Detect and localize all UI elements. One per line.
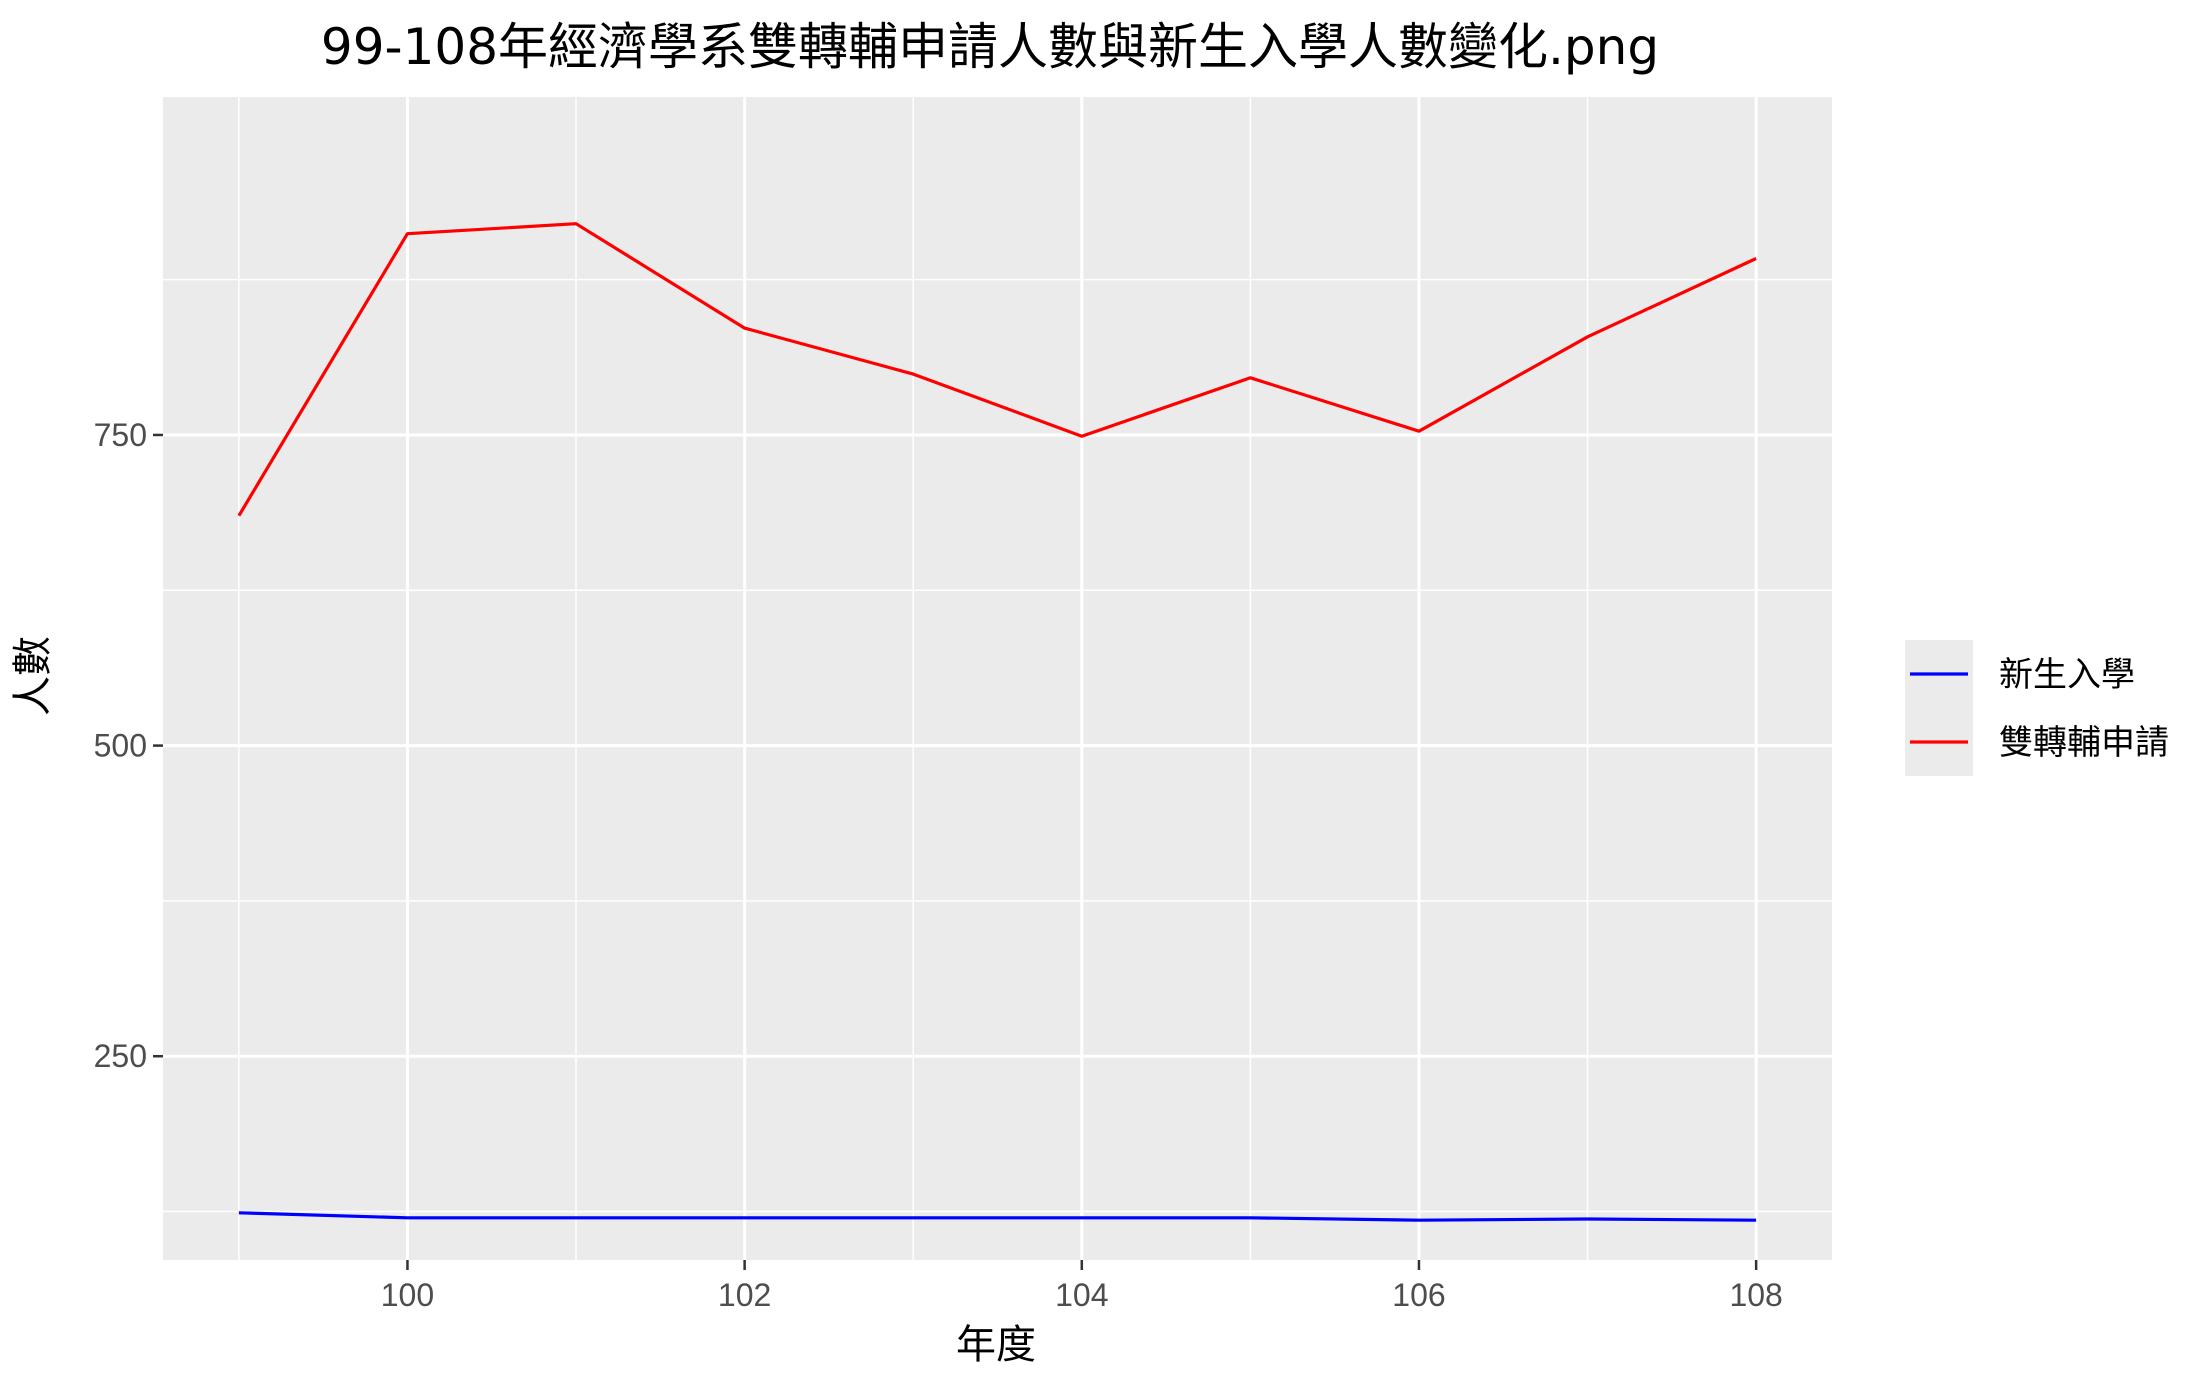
x-tick-label: 104	[1055, 1277, 1108, 1313]
chart-title: 99-108年經濟學系雙轉輔申請人數與新生入學人數變化.png	[321, 18, 1659, 76]
series-line-0	[238, 1211, 1757, 1222]
y-axis: 250 500 750	[94, 417, 163, 1074]
legend-label: 雙轉輔申請	[1999, 723, 2169, 763]
grid-major	[163, 97, 1832, 1260]
plot-panel	[163, 97, 1832, 1260]
x-tick-label: 100	[381, 1277, 434, 1313]
x-axis: 100 102 104 106 108	[381, 1260, 1783, 1313]
series-layer	[237, 222, 1757, 1222]
x-tick-label: 102	[718, 1277, 771, 1313]
y-tick-label: 750	[94, 417, 147, 453]
series-line-1	[237, 222, 1757, 517]
x-tick-label: 108	[1729, 1277, 1782, 1313]
legend-label: 新生入學	[1999, 655, 2135, 695]
y-axis-title: 人數	[10, 636, 56, 716]
x-axis-title: 年度	[956, 1322, 1036, 1368]
grid-minor	[163, 97, 1832, 1260]
x-tick-label: 106	[1392, 1277, 1445, 1313]
y-tick-label: 500	[94, 728, 147, 764]
y-tick-label: 250	[94, 1038, 147, 1074]
